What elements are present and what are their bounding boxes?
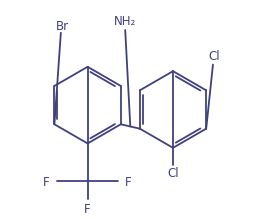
Text: Br: Br — [55, 20, 69, 33]
Text: NH₂: NH₂ — [114, 15, 137, 28]
Text: F: F — [125, 176, 132, 189]
Text: Cl: Cl — [209, 50, 220, 64]
Text: F: F — [43, 176, 50, 189]
Text: Cl: Cl — [167, 166, 179, 180]
Text: F: F — [84, 203, 91, 216]
